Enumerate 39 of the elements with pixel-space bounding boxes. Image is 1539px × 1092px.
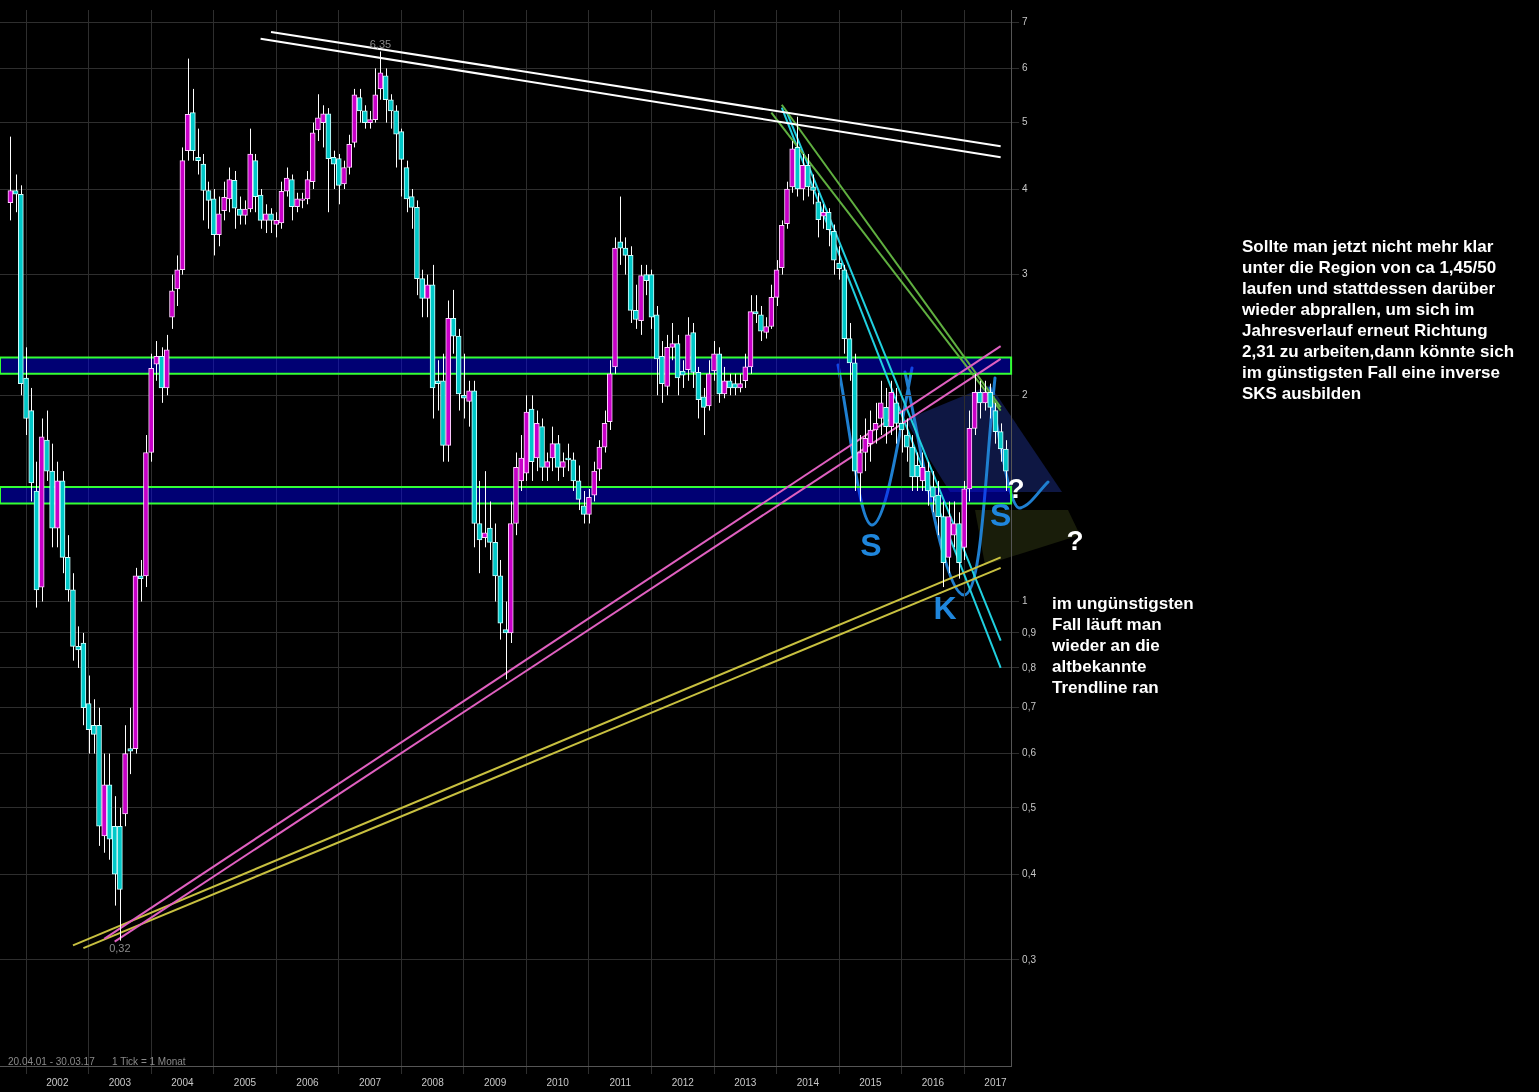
annotation: 1 Tick = 1 Monat [112, 1056, 186, 1067]
y-tick-label: 0,7 [1022, 701, 1037, 713]
y-tick-label: 0,8 [1022, 661, 1037, 673]
x-tick-label: 2010 [546, 1076, 570, 1088]
x-tick-label: 2002 [46, 1076, 69, 1088]
annotation: S [860, 526, 882, 564]
y-tick-label: 2 [1022, 389, 1029, 401]
y-tick-label: 0,3 [1022, 953, 1037, 965]
y-tick-label: 5 [1022, 116, 1029, 128]
x-tick-label: 2015 [859, 1076, 882, 1088]
x-tick-label: 2004 [171, 1076, 194, 1088]
y-tick-label: 4 [1022, 182, 1029, 194]
y-tick-label: 7 [1022, 16, 1029, 28]
x-tick-label: 2007 [358, 1076, 382, 1088]
annotation: 20.04.01 - 30.03.17 [8, 1056, 95, 1067]
x-tick-label: 2008 [421, 1076, 445, 1088]
y-tick-label: 0,6 [1022, 747, 1037, 759]
x-tick-label: 2003 [108, 1076, 132, 1088]
y-tick-label: 1 [1022, 595, 1029, 607]
x-tick-label: 2017 [984, 1076, 1008, 1088]
y-tick-label: 0,9 [1022, 626, 1037, 638]
x-tick-label: 2013 [734, 1076, 757, 1088]
y-tick-label: 0,5 [1022, 801, 1037, 813]
x-tick-label: 2009 [484, 1076, 507, 1088]
y-tick-label: 3 [1022, 268, 1029, 280]
annotation: 0,32 [109, 941, 131, 954]
x-tick-label: 2016 [921, 1076, 945, 1088]
text: im ungünstigsten Fall läuft man wieder an die altbekannte Trendline ran [1052, 593, 1195, 698]
x-tick-label: 2011 [609, 1076, 632, 1088]
y-tick-label: 6 [1022, 62, 1029, 74]
annotation: 6,35 [369, 38, 392, 51]
x-tick-label: 2005 [233, 1076, 257, 1088]
text: Sollte man jetzt nicht mehr klar unter die Region von ca 1,45/50 laufen und stattdessen darüber wieder abprallen, um sich im Jahresverlauf erneut Richtung 2,31 zu arbeiten,dann könnte sich im günstigsten Fall eine inverse SKS ausbilden [1242, 236, 1516, 404]
text: ? [1066, 525, 1084, 557]
x-tick-label: 2012 [671, 1076, 695, 1088]
annotation: K [933, 589, 957, 627]
y-tick-label: 0,4 [1022, 868, 1037, 879]
x-tick-label: 2014 [796, 1076, 820, 1088]
x-tick-label: 2006 [296, 1076, 320, 1088]
